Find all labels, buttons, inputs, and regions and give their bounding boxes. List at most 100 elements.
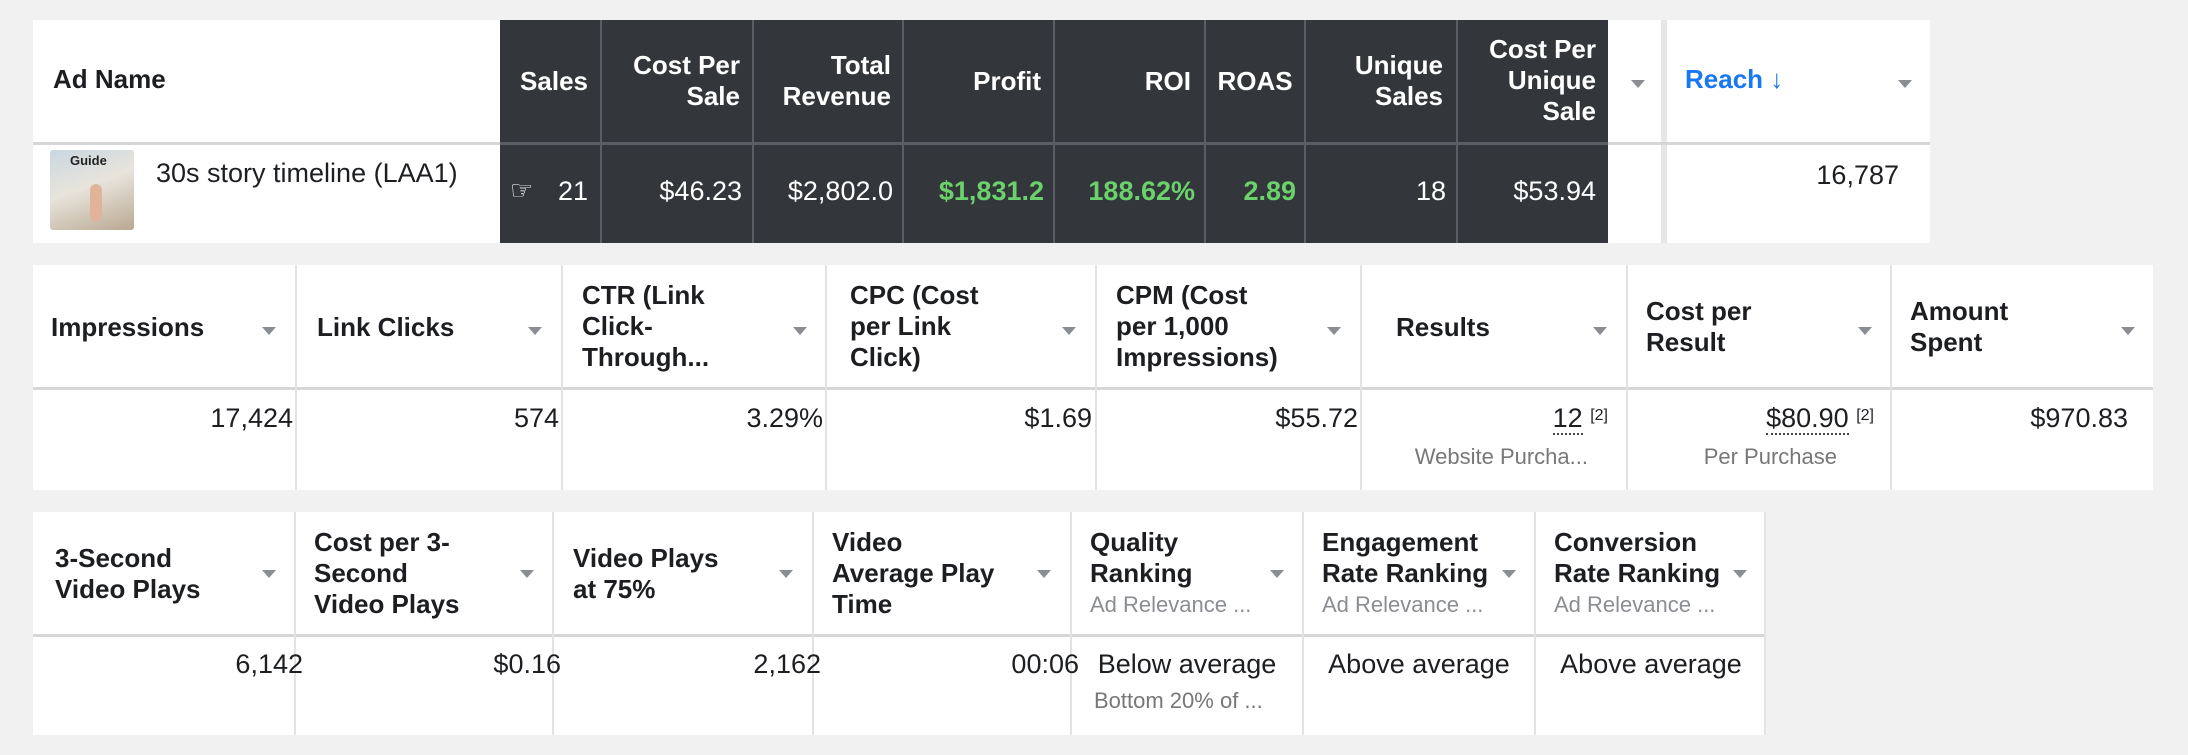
- ctr-header-line: CTR (Link: [582, 280, 705, 310]
- ad-name-header-label: Ad Name: [53, 64, 166, 94]
- video-plays-3s-menu-caret-icon[interactable]: [262, 570, 276, 578]
- column-header-cost-per-unique-sale[interactable]: Cost Per Unique Sale: [1457, 34, 1608, 127]
- total-revenue-value: $2,802.0: [787, 176, 893, 206]
- cost-per-3s-header-line: Cost per 3-: [314, 527, 450, 557]
- column-divider: [1304, 20, 1306, 243]
- roas-header-label: ROAS: [1217, 66, 1293, 96]
- column-header-ad-name[interactable]: Ad Name: [53, 64, 453, 95]
- column-divider: [1053, 20, 1055, 243]
- cpm-menu-caret-icon[interactable]: [1327, 327, 1341, 335]
- column-divider: [600, 20, 602, 243]
- sales-value: 21: [557, 176, 588, 206]
- engagement-ranking-header-line: Engagement: [1322, 527, 1479, 557]
- roi-header-label: ROI: [1144, 66, 1191, 96]
- link-clicks-value: 574: [513, 403, 559, 433]
- avg-play-time-header-line: Average Play: [832, 558, 995, 588]
- column-header-link-clicks[interactable]: Link Clicks: [317, 312, 537, 343]
- cpm-header-line: CPM (Cost: [1116, 280, 1248, 310]
- column-header-cost-per-result[interactable]: Cost per Result: [1646, 296, 1846, 358]
- column-divider: [825, 265, 827, 490]
- column-divider: [1302, 512, 1304, 735]
- column-header-cost-per-sale[interactable]: Cost Per Sale: [602, 50, 752, 112]
- column-header-results[interactable]: Results: [1396, 312, 1586, 343]
- avg-play-time-menu-caret-icon[interactable]: [1037, 570, 1051, 578]
- column-header-cpc[interactable]: CPC (Cost per Link Click): [850, 280, 1050, 373]
- unique-sales-value: 18: [1415, 176, 1446, 206]
- impressions-menu-caret-icon[interactable]: [262, 327, 276, 335]
- cpc-menu-caret-icon[interactable]: [1062, 327, 1076, 335]
- cost-per-result-menu-caret-icon[interactable]: [1858, 327, 1872, 335]
- column-divider: [1456, 20, 1458, 243]
- quality-ranking-menu-caret-icon[interactable]: [1270, 570, 1284, 578]
- ad-name[interactable]: 30s story timeline (LAA1): [156, 158, 458, 188]
- column-header-impressions[interactable]: Impressions: [51, 312, 271, 343]
- sales-header-label: Sales: [520, 66, 588, 96]
- cpc-header-line: CPC (Cost: [850, 280, 979, 310]
- cost-per-sale-value: $46.23: [659, 176, 742, 206]
- results-menu-caret-icon[interactable]: [1593, 327, 1607, 335]
- results-number[interactable]: 12: [1552, 403, 1583, 435]
- cpm-header-line: Impressions): [1116, 342, 1278, 372]
- video-plays-75-menu-caret-icon[interactable]: [779, 570, 793, 578]
- column-divider: [812, 512, 814, 735]
- cpc-header-line: per Link: [850, 311, 952, 341]
- ctr-header-line: Through...: [582, 342, 710, 372]
- engagement-ranking-menu-caret-icon[interactable]: [1502, 570, 1516, 578]
- column-header-engagement-rate-ranking[interactable]: Engagement Rate Ranking: [1322, 527, 1522, 589]
- cost-per-result-value[interactable]: $80.90 [2]: [1766, 402, 1874, 435]
- column-divider: [902, 20, 904, 243]
- column-header-cpm[interactable]: CPM (Cost per 1,000 Impressions): [1116, 280, 1336, 373]
- impressions-header-label: Impressions: [51, 312, 205, 342]
- column-header-total-revenue[interactable]: Total Revenue: [753, 50, 903, 112]
- column-header-roas[interactable]: ROAS: [1205, 66, 1305, 97]
- amount-spent-menu-caret-icon[interactable]: [2121, 327, 2135, 335]
- column-header-roi[interactable]: ROI: [1053, 66, 1203, 97]
- roi-value: 188.62%: [1088, 176, 1195, 206]
- column-header-unique-sales[interactable]: Unique Sales: [1305, 50, 1455, 112]
- ad-thumbnail[interactable]: Guide: [50, 150, 134, 230]
- column-header-amount-spent[interactable]: Amount Spent: [1910, 296, 2110, 358]
- column-divider: [294, 512, 296, 735]
- column-divider: [1764, 512, 1766, 735]
- column-header-conversion-rate-ranking[interactable]: Conversion Rate Ranking: [1554, 527, 1754, 589]
- conversion-ranking-menu-caret-icon[interactable]: [1733, 570, 1747, 578]
- cost-per-3s-menu-caret-icon[interactable]: [520, 570, 534, 578]
- cost-per-unique-sale-value: $53.94: [1513, 176, 1596, 206]
- link-clicks-menu-caret-icon[interactable]: [528, 327, 542, 335]
- column-header-video-plays-75[interactable]: Video Plays at 75%: [573, 543, 783, 605]
- engagement-ranking-header-line: Rate Ranking: [1322, 558, 1489, 588]
- column-header-cost-per-3s-video-plays[interactable]: Cost per 3- Second Video Plays: [314, 527, 524, 620]
- avg-play-time-header-line: Video: [832, 527, 903, 557]
- column-header-video-average-play-time[interactable]: Video Average Play Time: [832, 527, 1042, 620]
- header-divider: [33, 142, 500, 145]
- column-divider: [561, 265, 563, 490]
- cost-per-sale-header-label: Cost Per Sale: [633, 50, 740, 111]
- impressions-value: 17,424: [210, 403, 293, 433]
- conversion-ranking-value: Above average: [1560, 649, 1742, 679]
- cpm-value: $55.72: [1275, 403, 1358, 433]
- thumbs-up-icon[interactable]: ☞: [510, 175, 534, 205]
- thumbnail-figure: [90, 184, 102, 222]
- column-menu-caret-icon[interactable]: [1631, 80, 1645, 88]
- ad-performance-table: Ad Name Guide 30s story timeline (LAA1) …: [33, 20, 1930, 243]
- sort-descending-icon: ↓: [1770, 64, 1784, 94]
- column-header-quality-ranking[interactable]: Quality Ranking: [1090, 527, 1290, 589]
- video-plays-75-value: 2,162: [753, 649, 821, 679]
- video-plays-75-header-line: Video Plays: [573, 543, 719, 573]
- conversion-ranking-cell: Above average: [1536, 648, 1766, 680]
- reach-menu-caret-icon[interactable]: [1898, 80, 1912, 88]
- link-clicks-header-label: Link Clicks: [317, 312, 455, 342]
- column-divider: [1890, 265, 1892, 490]
- column-header-reach[interactable]: Reach ↓: [1685, 64, 1885, 95]
- amount-spent-header-line: Spent: [1910, 327, 1983, 357]
- column-header-3s-video-plays[interactable]: 3-Second Video Plays: [55, 543, 275, 605]
- conversion-ranking-header-line: Conversion: [1554, 527, 1698, 557]
- reach-value: 16,787: [1816, 160, 1899, 190]
- cost-per-result-indicator: Per Purchase: [1703, 444, 1837, 469]
- results-value[interactable]: 12 [2]: [1552, 402, 1608, 435]
- column-header-profit[interactable]: Profit: [903, 66, 1053, 97]
- cost-per-result-number[interactable]: $80.90: [1766, 403, 1849, 435]
- ctr-menu-caret-icon[interactable]: [793, 327, 807, 335]
- column-header-ctr[interactable]: CTR (Link Click- Through...: [582, 280, 782, 373]
- column-header-sales[interactable]: Sales: [500, 66, 600, 97]
